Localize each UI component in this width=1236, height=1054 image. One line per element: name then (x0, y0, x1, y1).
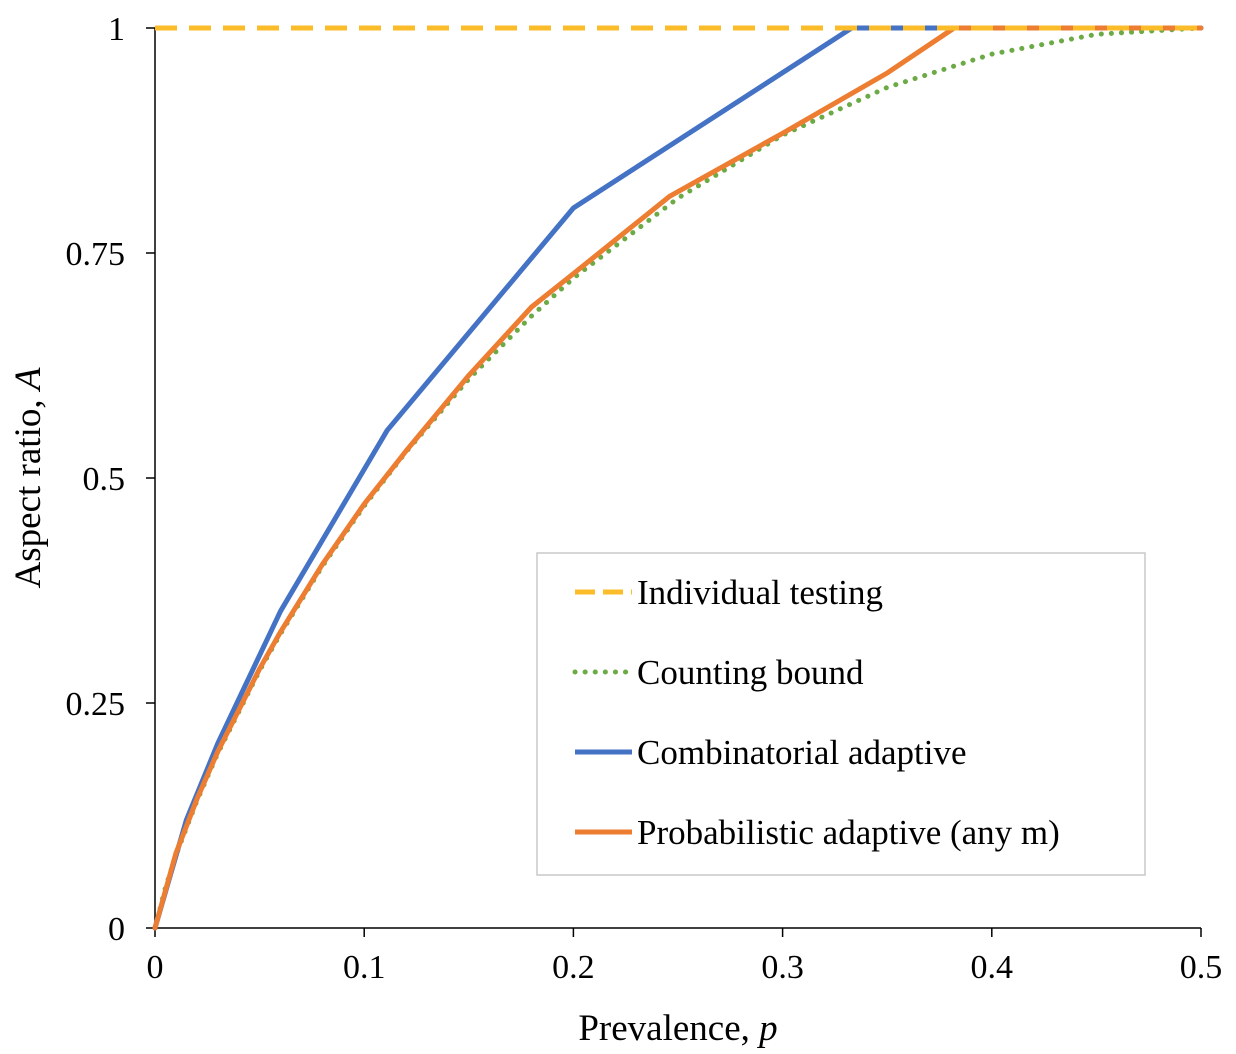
y-tick-label: 0.5 (83, 461, 126, 498)
axes (146, 27, 1202, 937)
legend-entries: Individual testing Counting bound Combinat… (572, 573, 1060, 852)
x-axis-title-var: p (756, 1008, 778, 1049)
y-tick-label: 0 (108, 911, 125, 948)
legend-label: Counting bound (637, 653, 864, 692)
series-layer (152, 25, 1204, 931)
legend-label: Combinatorial adaptive (637, 733, 967, 772)
legend-label: Individual testing (637, 573, 883, 612)
legend-box (536, 552, 1146, 876)
y-axis-title: Aspect ratio, A (8, 367, 49, 588)
x-tick-label: 0.1 (343, 949, 386, 986)
x-tick-label: 0.2 (552, 949, 595, 986)
legend-label: Probabilistic adaptive (any m) (637, 813, 1060, 852)
y-tick-label: 0.75 (66, 236, 126, 273)
y-axis-title-text: Aspect ratio, (8, 390, 49, 588)
x-axis-title-text: Prevalence, (578, 1008, 759, 1049)
x-tick-label: 0.4 (971, 949, 1014, 986)
legend: Individual testing Counting bound Combinat… (536, 552, 1146, 876)
x-axis-title: Prevalence, p (578, 1008, 777, 1049)
x-tick-label: 0 (147, 949, 164, 986)
y-tick-label: 1 (108, 11, 125, 48)
y-tick-label: 0.25 (66, 686, 126, 723)
x-tick-label: 0.3 (761, 949, 804, 986)
tick-labels: 0 0.1 0.2 0.3 0.4 0.5 0 0.25 0.5 0.75 1 (66, 11, 1223, 986)
x-tick-label: 0.5 (1180, 949, 1223, 986)
series-line-probabilistic-adaptive-any-m (152, 25, 1204, 931)
y-axis-title-var: A (8, 367, 49, 393)
